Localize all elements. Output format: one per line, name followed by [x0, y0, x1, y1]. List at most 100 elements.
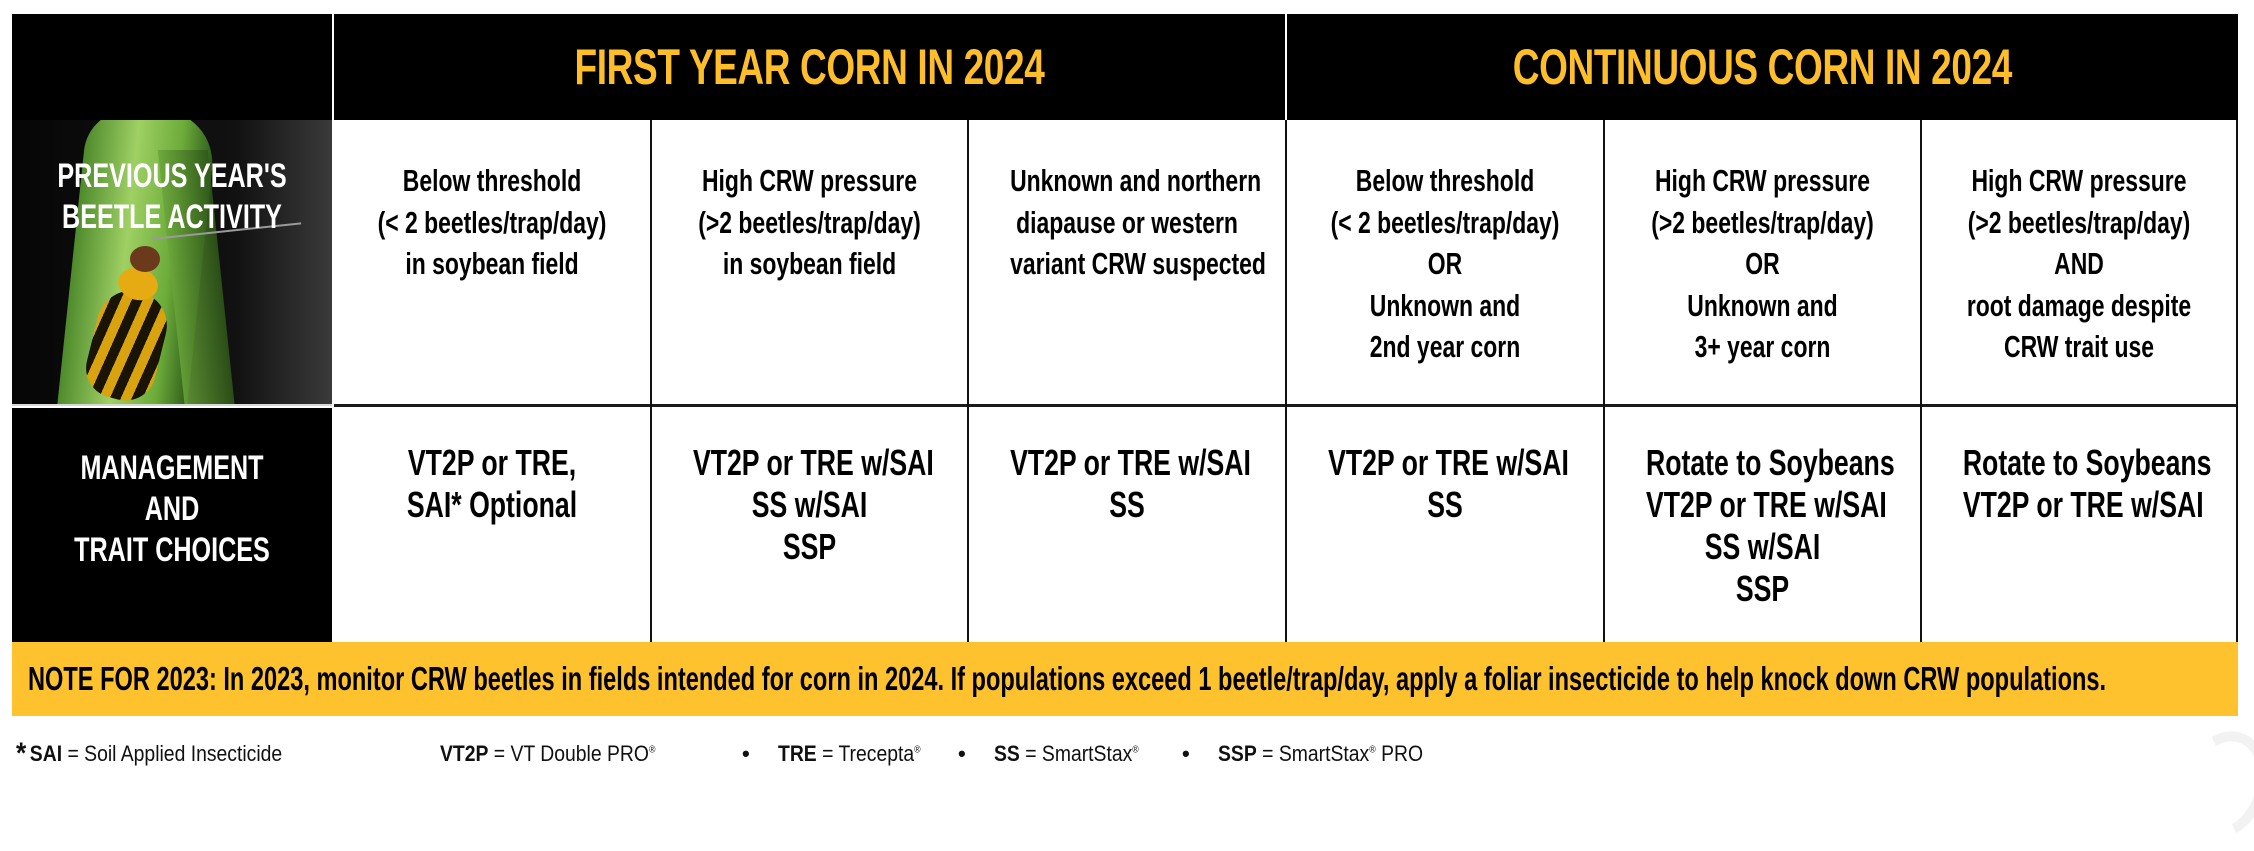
- column-divider: [1920, 120, 1922, 642]
- bullet-separator-icon: •: [958, 741, 966, 766]
- cell-line: (>2 beetles/trap/day): [1651, 204, 1874, 240]
- legend-definition: SmartStax: [1278, 741, 1370, 766]
- cell-line: Rotate to Soybeans: [1962, 442, 2212, 483]
- row-divider: [12, 404, 332, 406]
- beetle-head: [130, 246, 160, 272]
- cell-line: CRW trait use: [2004, 329, 2154, 364]
- legend-item-ssp: SSP = SmartStax® PRO: [1218, 741, 1423, 767]
- management-cell-cont-root-damage: Rotate to Soybeans VT2P or TRE w/SAI: [1922, 408, 2236, 642]
- header-first-year-title: FIRST YEAR CORN IN 2024: [574, 39, 1045, 95]
- cell-line: SSP: [782, 526, 837, 567]
- cell-line: SS w/SAI: [751, 484, 868, 525]
- cell-line: SS: [1427, 484, 1463, 525]
- watermark-arc-icon: [2165, 718, 2254, 851]
- cell-line: SSP: [1735, 568, 1790, 609]
- row-label-text: MANAGEMENT AND TRAIT CHOICES: [12, 448, 332, 571]
- legend-abbr: TRE: [778, 741, 817, 766]
- header-divider: [1285, 14, 1287, 120]
- cell-line: Unknown and: [1687, 287, 1838, 323]
- legend-definition: Soil Applied Insecticide: [84, 741, 283, 766]
- legend-item-sai: * SAI = Soil Applied Insecticide: [16, 735, 377, 770]
- cell-line: Unknown and: [1369, 287, 1521, 323]
- label-line: AND: [144, 490, 200, 528]
- cell-line: AND: [2054, 246, 2104, 281]
- cell-line: Unknown and northern: [1010, 163, 1262, 198]
- label-line: PREVIOUS YEAR'S: [57, 157, 287, 195]
- cell-line: VT2P or TRE,: [407, 442, 577, 483]
- bullet-separator-icon: •: [742, 741, 750, 766]
- cell-line: 3+ year corn: [1694, 329, 1831, 364]
- header-continuous-title: CONTINUOUS CORN IN 2024: [1512, 39, 2013, 95]
- legend-definition: VT Double PRO: [510, 741, 649, 766]
- crw-management-table: FIRST YEAR CORN IN 2024 CONTINUOUS CORN …: [12, 14, 2238, 642]
- cell-line: OR: [1427, 246, 1463, 281]
- management-cell-cont-below-threshold: VT2P or TRE w/SAI SS: [1287, 408, 1603, 642]
- cell-line: Below threshold: [402, 163, 582, 198]
- header-first-year-corn: FIRST YEAR CORN IN 2024: [334, 14, 1285, 120]
- legend-abbr: VT2P: [440, 741, 489, 766]
- label-line: BEETLE ACTIVITY: [62, 198, 282, 236]
- activity-cell-cont-root-damage: High CRW pressure (>2 beetles/trap/day) …: [1922, 120, 2236, 405]
- cell-line: High CRW pressure: [1654, 163, 1870, 198]
- note-banner: NOTE FOR 2023: In 2023, monitor CRW beet…: [12, 642, 2238, 716]
- legend-equals: =: [62, 741, 85, 766]
- activity-cell-cont-below-threshold: Below threshold (< 2 beetles/trap/day) O…: [1287, 120, 1603, 405]
- column-divider: [650, 120, 652, 642]
- activity-cell-first-below-threshold: Below threshold (< 2 beetles/trap/day) i…: [334, 120, 650, 405]
- legend-equals: =: [1256, 741, 1279, 766]
- activity-cell-first-unknown: Unknown and northern diapause or western…: [969, 120, 1285, 405]
- label-line: MANAGEMENT: [80, 449, 264, 487]
- cell-line: 2nd year corn: [1369, 329, 1521, 364]
- cell-line: in soybean field: [722, 246, 897, 281]
- cell-line: in soybean field: [405, 246, 579, 281]
- activity-cell-first-high-pressure: High CRW pressure (>2 beetles/trap/day) …: [652, 120, 967, 405]
- column-divider: [1603, 120, 1605, 642]
- cell-line: diapause or western: [1016, 204, 1238, 240]
- registered-mark: ®: [1369, 744, 1376, 756]
- row-label-beetle-activity: PREVIOUS YEAR'S BEETLE ACTIVITY: [12, 120, 332, 405]
- legend-abbr: SAI: [29, 741, 63, 766]
- legend-abbr: SSP: [1218, 741, 1257, 766]
- activity-cell-cont-high-pressure: High CRW pressure (>2 beetles/trap/day) …: [1605, 120, 1920, 405]
- legend-definition: Trecepta: [838, 741, 915, 766]
- label-line: TRAIT CHOICES: [74, 531, 270, 569]
- legend-item-vt2p: VT2P = VT Double PRO®: [440, 741, 706, 767]
- management-cell-first-high-pressure: VT2P or TRE w/SAI SS w/SAI SSP: [652, 408, 967, 642]
- beetle-photo: [12, 120, 332, 405]
- note-text: NOTE FOR 2023: In 2023, monitor CRW beet…: [28, 660, 2107, 697]
- cell-line: Below threshold: [1355, 163, 1535, 198]
- cell-line: SS: [1109, 484, 1145, 525]
- registered-mark: ®: [1132, 744, 1139, 756]
- asterisk-icon: *: [16, 737, 27, 770]
- legend-equals: =: [488, 741, 511, 766]
- registered-mark: ®: [648, 744, 656, 756]
- cell-line: SAI* Optional: [406, 484, 578, 525]
- cell-line: High CRW pressure: [701, 163, 917, 198]
- legend-suffix: PRO: [1375, 741, 1424, 766]
- row-label-management: MANAGEMENT AND TRAIT CHOICES: [12, 408, 332, 642]
- legend-equals: =: [816, 741, 839, 766]
- management-cell-first-unknown: VT2P or TRE w/SAI SS: [969, 408, 1285, 642]
- registered-mark: ®: [914, 744, 921, 756]
- cell-line: (< 2 beetles/trap/day): [1330, 204, 1560, 240]
- cell-line: VT2P or TRE w/SAI: [1328, 442, 1569, 483]
- cell-line: High CRW pressure: [1971, 163, 2187, 198]
- header-divider: [332, 14, 334, 120]
- legend-abbr: SS: [994, 741, 1020, 766]
- legend-definition: SmartStax: [1041, 741, 1133, 766]
- cell-line: variant CRW suspected: [1010, 246, 1266, 281]
- row-label-text: PREVIOUS YEAR'S BEETLE ACTIVITY: [12, 156, 332, 238]
- cell-line: VT2P or TRE w/SAI: [692, 442, 934, 483]
- cell-line: root damage despite: [1966, 287, 2192, 323]
- header-continuous-corn: CONTINUOUS CORN IN 2024: [1287, 14, 2238, 120]
- legend-item-ss: SS = SmartStax®: [994, 741, 1159, 767]
- cell-line: (>2 beetles/trap/day): [1967, 204, 2191, 240]
- cell-line: VT2P or TRE w/SAI: [1962, 484, 2204, 525]
- cell-line: OR: [1745, 246, 1780, 281]
- abbreviation-legend: * SAI = Soil Applied Insecticide VT2P = V…: [16, 735, 1451, 770]
- cell-line: Rotate to Soybeans: [1645, 442, 1895, 483]
- cell-line: (>2 beetles/trap/day): [698, 204, 921, 240]
- column-divider: [967, 120, 969, 642]
- management-cell-first-below-threshold: VT2P or TRE, SAI* Optional: [334, 408, 650, 642]
- legend-item-tre: TRE = Trecepta®: [778, 741, 936, 767]
